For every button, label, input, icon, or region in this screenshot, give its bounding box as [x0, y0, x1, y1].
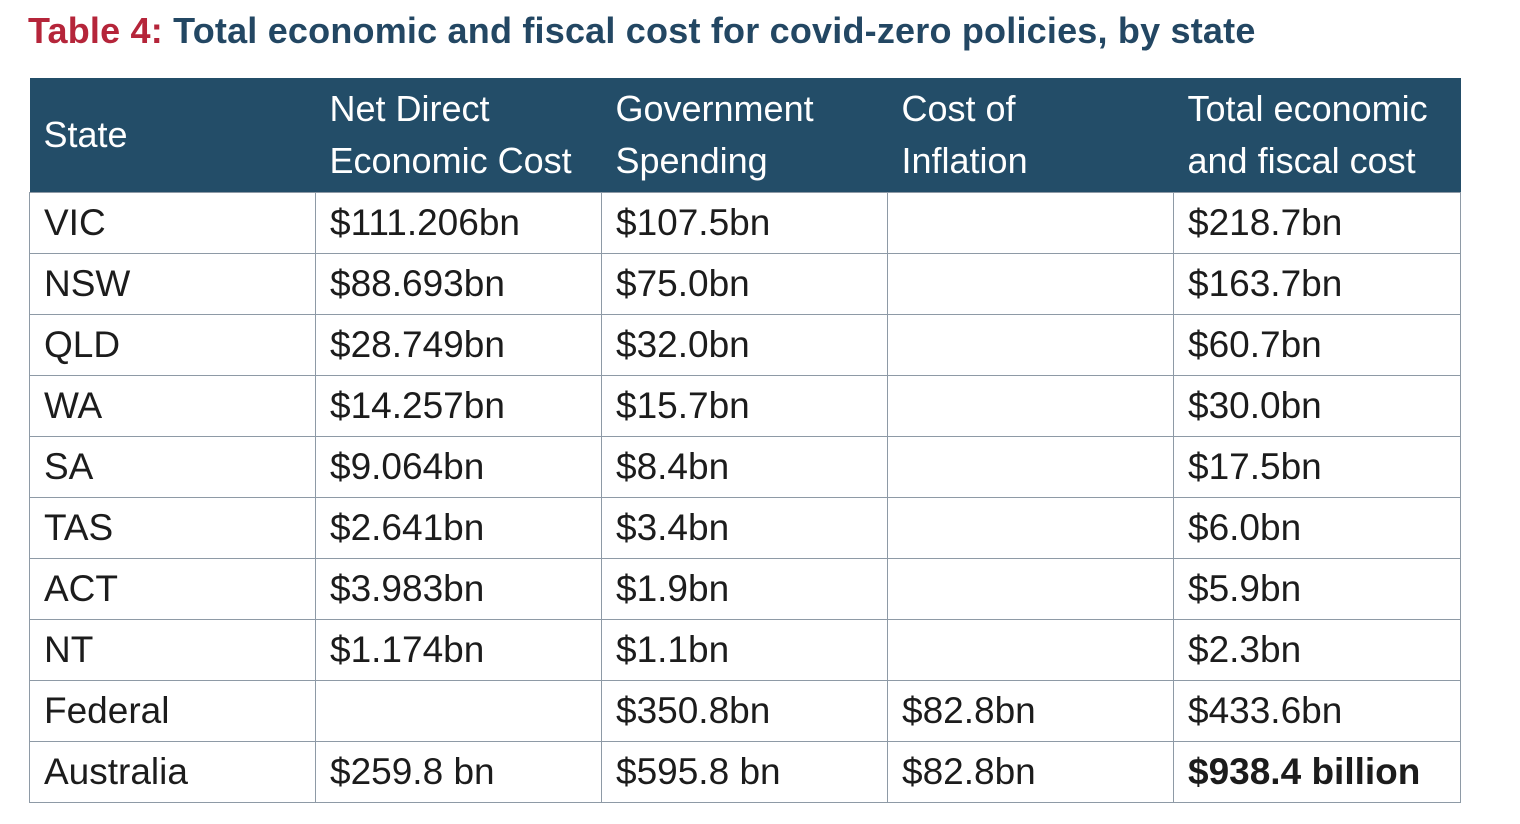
cell-cost-of-inflation — [887, 313, 1174, 376]
cell-cost-of-inflation — [887, 435, 1174, 498]
cell-state: Australia — [29, 740, 316, 803]
header-line: Net Direct — [329, 87, 490, 129]
cell-net-direct-cost — [315, 679, 602, 742]
header-state: State — [29, 78, 316, 192]
header-total-cost: Total economic and fiscal cost — [1173, 78, 1461, 192]
cell-government-spending: $350.8bn — [601, 679, 888, 742]
cell-total-cost: $218.7bn — [1173, 191, 1461, 254]
header-line: Government — [615, 87, 814, 129]
cell-government-spending: $8.4bn — [601, 435, 888, 498]
cell-total-cost: $5.9bn — [1173, 557, 1461, 620]
cost-table: State Net Direct Economic Cost Governmen… — [29, 78, 1461, 803]
table-body: VIC $111.206bn $107.5bn $218.7bn NSW $88… — [29, 191, 1461, 803]
cell-cost-of-inflation — [887, 252, 1174, 315]
cell-net-direct-cost: $3.983bn — [315, 557, 602, 620]
header-line: Spending — [615, 139, 768, 181]
cell-state: WA — [29, 374, 316, 437]
table-row: Federal $350.8bn $82.8bn $433.6bn — [29, 679, 1461, 742]
cell-total-cost: $2.3bn — [1173, 618, 1461, 681]
cell-net-direct-cost: $9.064bn — [315, 435, 602, 498]
table-row: NSW $88.693bn $75.0bn $163.7bn — [29, 252, 1461, 315]
cell-net-direct-cost: $2.641bn — [315, 496, 602, 559]
cell-state: Federal — [29, 679, 316, 742]
cell-government-spending: $75.0bn — [601, 252, 888, 315]
table-header: State Net Direct Economic Cost Governmen… — [29, 78, 1461, 192]
header-net-direct-economic-cost: Net Direct Economic Cost — [315, 78, 602, 192]
cell-government-spending: $595.8 bn — [601, 740, 888, 803]
header-line: State — [43, 113, 128, 155]
cell-total-cost: $60.7bn — [1173, 313, 1461, 376]
table-row: SA $9.064bn $8.4bn $17.5bn — [29, 435, 1461, 498]
header-line: and fiscal cost — [1187, 139, 1416, 181]
cell-cost-of-inflation: $82.8bn — [887, 740, 1174, 803]
cell-cost-of-inflation — [887, 374, 1174, 437]
cell-state: TAS — [29, 496, 316, 559]
cell-state: QLD — [29, 313, 316, 376]
cell-net-direct-cost: $28.749bn — [315, 313, 602, 376]
cell-cost-of-inflation — [887, 191, 1174, 254]
header-line: Economic Cost — [329, 139, 572, 181]
cell-net-direct-cost: $1.174bn — [315, 618, 602, 681]
cell-net-direct-cost: $259.8 bn — [315, 740, 602, 803]
cell-government-spending: $1.1bn — [601, 618, 888, 681]
cell-total-cost: $433.6bn — [1173, 679, 1461, 742]
header-line: Inflation — [901, 139, 1028, 181]
cell-government-spending: $107.5bn — [601, 191, 888, 254]
cell-total-cost: $6.0bn — [1173, 496, 1461, 559]
cell-cost-of-inflation: $82.8bn — [887, 679, 1174, 742]
table-row-total: Australia $259.8 bn $595.8 bn $82.8bn $9… — [29, 740, 1461, 803]
cell-state: ACT — [29, 557, 316, 620]
cell-grand-total: $938.4 billion — [1173, 740, 1461, 803]
table-title-text: Total economic and fiscal cost for covid… — [173, 10, 1256, 51]
header-cost-of-inflation: Cost of Inflation — [887, 78, 1174, 192]
table-row: QLD $28.749bn $32.0bn $60.7bn — [29, 313, 1461, 376]
cell-total-cost: $163.7bn — [1173, 252, 1461, 315]
header-line: Total economic — [1187, 87, 1428, 129]
table-row: ACT $3.983bn $1.9bn $5.9bn — [29, 557, 1461, 620]
cell-net-direct-cost: $88.693bn — [315, 252, 602, 315]
cell-state: NT — [29, 618, 316, 681]
header-government-spending: Government Spending — [601, 78, 888, 192]
cell-state: SA — [29, 435, 316, 498]
cell-state: NSW — [29, 252, 316, 315]
header-row: State Net Direct Economic Cost Governmen… — [29, 78, 1461, 192]
table-row: WA $14.257bn $15.7bn $30.0bn — [29, 374, 1461, 437]
table-title: Table 4: Total economic and fiscal cost … — [28, 6, 1256, 56]
cell-government-spending: $15.7bn — [601, 374, 888, 437]
cell-cost-of-inflation — [887, 557, 1174, 620]
table-row: TAS $2.641bn $3.4bn $6.0bn — [29, 496, 1461, 559]
table-row: VIC $111.206bn $107.5bn $218.7bn — [29, 191, 1461, 254]
cell-state: VIC — [29, 191, 316, 254]
cell-net-direct-cost: $14.257bn — [315, 374, 602, 437]
cell-government-spending: $32.0bn — [601, 313, 888, 376]
cell-government-spending: $1.9bn — [601, 557, 888, 620]
table-row: NT $1.174bn $1.1bn $2.3bn — [29, 618, 1461, 681]
header-line: Cost of — [901, 87, 1016, 129]
cell-cost-of-inflation — [887, 496, 1174, 559]
cell-total-cost: $30.0bn — [1173, 374, 1461, 437]
cell-cost-of-inflation — [887, 618, 1174, 681]
cell-total-cost: $17.5bn — [1173, 435, 1461, 498]
cell-government-spending: $3.4bn — [601, 496, 888, 559]
table-number-label: Table 4: — [28, 10, 163, 51]
cell-net-direct-cost: $111.206bn — [315, 191, 602, 254]
